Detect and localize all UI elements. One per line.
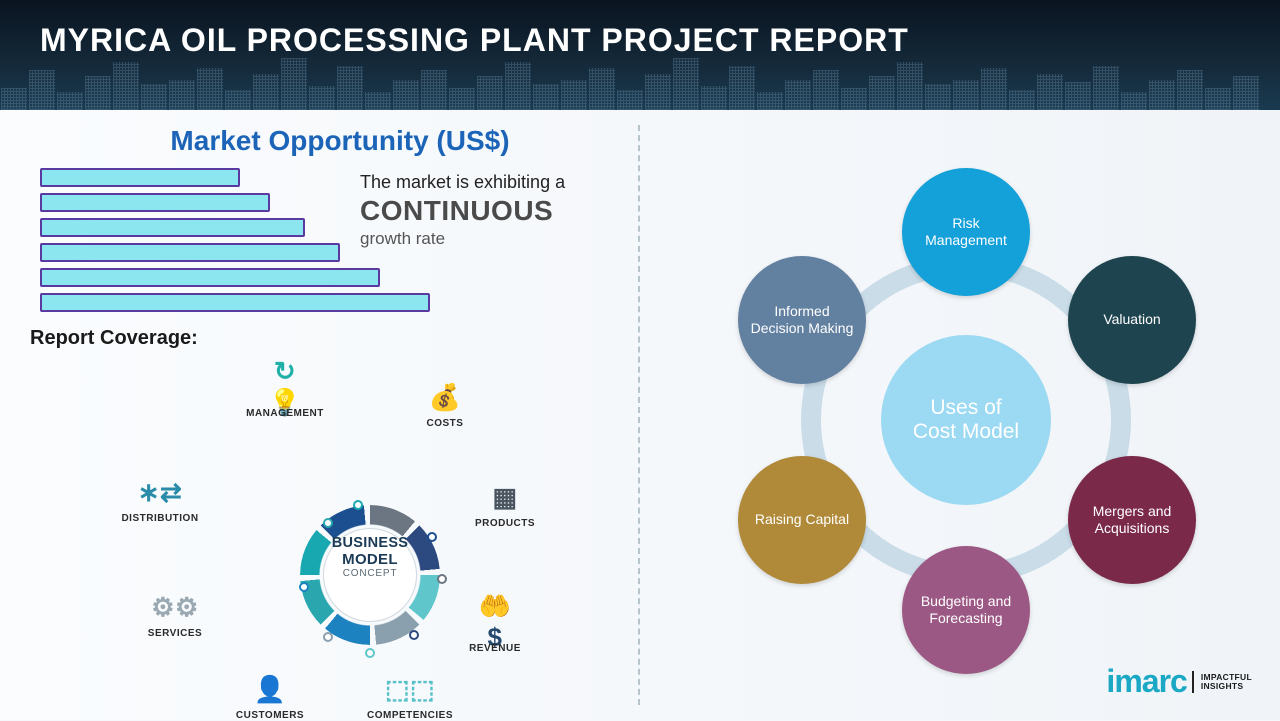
bm-item-label: MANAGEMENT [235,408,335,419]
bm-item-label: SERVICES [125,628,225,639]
bar-fill [40,218,305,237]
bm-center-l1: BUSINESS [300,535,440,551]
logo-tag-l2: INSIGHTS [1201,681,1244,691]
bm-ring-dot [437,574,447,584]
bar-fill [40,243,340,262]
bm-ring-dot [427,532,437,542]
bm-item-label: REVENUE [445,643,545,654]
bar-fill [40,168,240,187]
bm-item-label: COSTS [395,418,495,429]
bm-item-customers: 👤 CUSTOMERS [220,672,320,721]
market-line1: The market is exhibiting a [360,172,620,193]
header: MYRICA OIL PROCESSING PLANT PROJECT REPO… [0,0,1280,110]
bm-center-l3: CONCEPT [300,568,440,579]
content: Market Opportunity (US$) The market is e… [0,110,1280,720]
bar-fill [40,193,270,212]
bm-center-l2: MODEL [300,551,440,568]
bm-item-services: ⚙⚙ SERVICES [125,590,225,639]
market-opportunity-title: Market Opportunity (US$) [130,125,550,157]
page-title: MYRICA OIL PROCESSING PLANT PROJECT REPO… [40,22,1240,59]
customers-icon: 👤 [253,672,287,706]
bm-ring-dot [365,648,375,658]
costs-icon: 💰 [428,380,462,414]
bm-item-costs: 💰 COSTS [395,380,495,429]
right-panel: Uses of Cost Model Risk Management Valuati… [640,110,1280,720]
left-panel: Market Opportunity (US$) The market is e… [0,110,640,720]
cost-model-node: Budgeting and Forecasting [902,546,1030,674]
bm-item-revenue: 🤲$ REVENUE [445,605,545,654]
bar-row [40,290,440,315]
bm-item-distribution: ∗⇄ DISTRIBUTION [110,475,210,524]
management-icon: ↻💡 [268,370,302,404]
market-emphasis: CONTINUOUS [360,195,620,227]
bm-ring-dot [323,632,333,642]
logo-wordmark: imarc [1106,663,1186,700]
competencies-icon: ⬚⬚ [393,672,427,706]
bm-ring-dot [299,582,309,592]
market-growth-text: The market is exhibiting a CONTINUOUS gr… [360,172,620,249]
bm-item-label: COMPETENCIES [360,710,460,721]
logo: imarc IMPACTFUL INSIGHTS [1106,663,1252,700]
bm-item-management: ↻💡 MANAGEMENT [235,370,335,419]
cost-model-node: Mergers and Acquisitions [1068,456,1196,584]
bm-item-label: DISTRIBUTION [110,513,210,524]
services-icon: ⚙⚙ [158,590,192,624]
bm-item-label: CUSTOMERS [220,710,320,721]
bm-ring-dot [323,518,333,528]
logo-divider [1192,671,1194,693]
cost-model-node: Raising Capital [738,456,866,584]
bm-ring-dot [353,500,363,510]
bar-fill [40,268,380,287]
bm-item-competencies: ⬚⬚ COMPETENCIES [360,672,460,721]
cost-model-node: Risk Management [902,168,1030,296]
bm-item-label: PRODUCTS [455,518,555,529]
distribution-icon: ∗⇄ [143,475,177,509]
bm-item-products: ▦ PRODUCTS [455,480,555,529]
cost-model-diagram: Uses of Cost Model Risk Management Valuati… [670,120,1270,710]
business-model-diagram: BUSINESS MODEL CONCEPT ↻💡 MANAGEMENT 💰 COST… [35,360,615,705]
skyline-decor [0,55,1280,110]
bar-row [40,265,440,290]
market-line2: growth rate [360,229,620,249]
cost-model-node: Valuation [1068,256,1196,384]
cost-model-node: Informed Decision Making [738,256,866,384]
bm-ring-dot [409,630,419,640]
business-model-center: BUSINESS MODEL CONCEPT [300,535,440,579]
report-coverage-label: Report Coverage: [30,327,610,350]
revenue-icon: 🤲$ [478,605,512,639]
logo-tagline: IMPACTFUL INSIGHTS [1201,673,1252,691]
products-icon: ▦ [488,480,522,514]
cost-model-center: Uses of Cost Model [881,335,1051,505]
bar-fill [40,293,430,312]
